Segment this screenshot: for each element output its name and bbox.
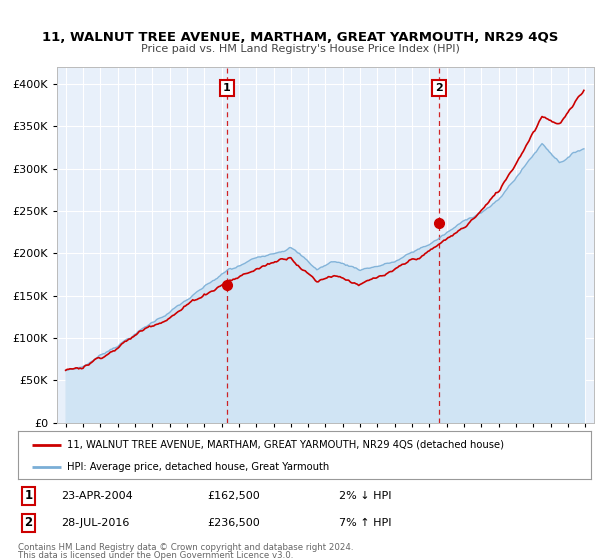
Text: 1: 1	[223, 83, 230, 94]
Text: 11, WALNUT TREE AVENUE, MARTHAM, GREAT YARMOUTH, NR29 4QS (detached house): 11, WALNUT TREE AVENUE, MARTHAM, GREAT Y…	[67, 440, 504, 450]
Text: 7% ↑ HPI: 7% ↑ HPI	[339, 518, 391, 528]
Text: HPI: Average price, detached house, Great Yarmouth: HPI: Average price, detached house, Grea…	[67, 462, 329, 472]
Text: 2: 2	[436, 83, 443, 94]
Text: 1: 1	[24, 489, 32, 502]
Text: 28-JUL-2016: 28-JUL-2016	[61, 518, 130, 528]
Text: 2% ↓ HPI: 2% ↓ HPI	[339, 491, 391, 501]
Text: This data is licensed under the Open Government Licence v3.0.: This data is licensed under the Open Gov…	[18, 551, 293, 560]
Text: £162,500: £162,500	[207, 491, 260, 501]
Text: Contains HM Land Registry data © Crown copyright and database right 2024.: Contains HM Land Registry data © Crown c…	[18, 543, 353, 552]
Text: £236,500: £236,500	[207, 518, 260, 528]
Text: Price paid vs. HM Land Registry's House Price Index (HPI): Price paid vs. HM Land Registry's House …	[140, 44, 460, 54]
Text: 23-APR-2004: 23-APR-2004	[61, 491, 133, 501]
Text: 11, WALNUT TREE AVENUE, MARTHAM, GREAT YARMOUTH, NR29 4QS: 11, WALNUT TREE AVENUE, MARTHAM, GREAT Y…	[42, 31, 558, 44]
Text: 2: 2	[24, 516, 32, 529]
